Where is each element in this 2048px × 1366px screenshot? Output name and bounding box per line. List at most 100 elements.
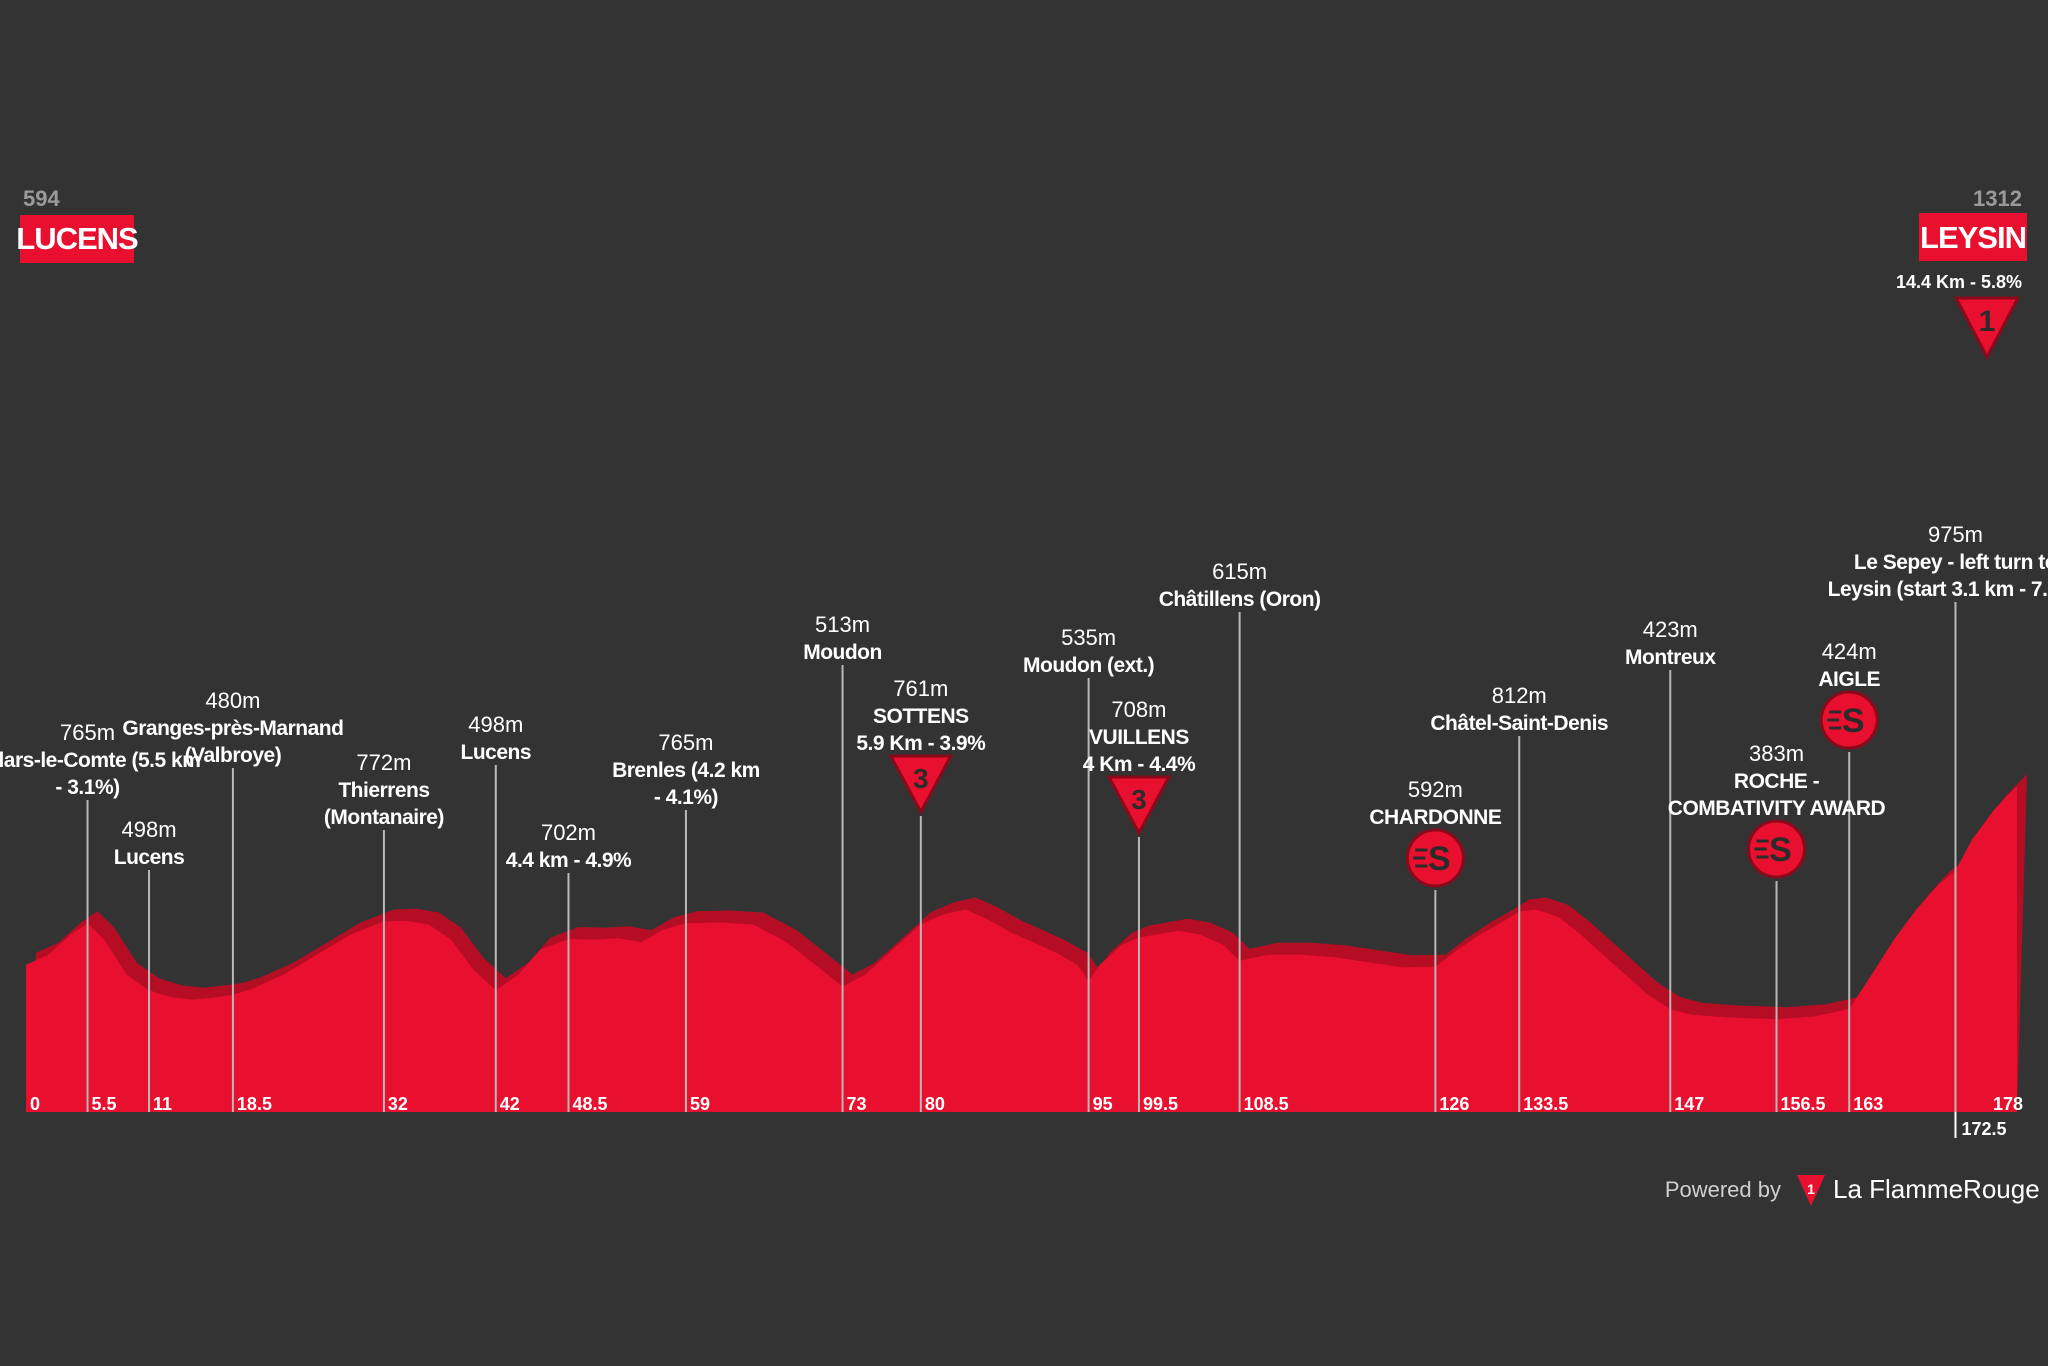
powered-by-text: Powered by (1665, 1177, 1781, 1202)
distance-tick-label: 95 (1093, 1094, 1113, 1114)
start-block: 594 LUCENS (16, 186, 139, 263)
point-label-line: Lucens (461, 741, 532, 764)
distance-tick-label: 5.5 (92, 1094, 117, 1114)
point-labels: 765mVillars-le-Comte (5.5 km- 3.1%)498mL… (0, 522, 2048, 888)
sprint-badge-circle (1405, 828, 1465, 888)
climb-category-badge-icon: 3 (888, 754, 954, 816)
marker-lines (86, 602, 1957, 1112)
point-label-line: Châtel-Saint-Denis (1430, 712, 1608, 735)
point-altitude: 975m (1928, 522, 1983, 547)
point-altitude: 383m (1749, 741, 1804, 766)
distance-axis: 0 5.5 11 18.5 32 42 48.5 59 73 80 95 99.5 108.5 126 13… (30, 1094, 2023, 1139)
footer: Powered by 1 La FlammeRouge (1665, 1174, 2040, 1206)
distance-tick-label: 80 (925, 1094, 945, 1114)
distance-tick-label: 99.5 (1143, 1094, 1178, 1114)
point-label-line: Villars-le-Comte (5.5 km (0, 749, 200, 772)
sprint-badge-lines (1754, 839, 1769, 859)
start-name-box (20, 215, 134, 263)
point-altitude: 765m (658, 730, 713, 755)
point-altitude: 592m (1408, 777, 1463, 802)
point-label-line: SOTTENS (873, 705, 969, 728)
brand-name: La FlammeRouge (1833, 1174, 2040, 1204)
point-label-line: CHARDONNE (1369, 806, 1501, 829)
flamme-rouge-logo-icon: 1 (1797, 1175, 1825, 1206)
distance-tick-label: 108.5 (1244, 1094, 1289, 1114)
point-label-line: Lucens (114, 846, 185, 869)
point-altitude: 761m (893, 676, 948, 701)
start-altitude: 594 (23, 186, 60, 211)
finish-altitude: 1312 (1973, 186, 2022, 211)
distance-tick-label: 18.5 (237, 1094, 272, 1114)
distance-tick-label: 32 (388, 1094, 408, 1114)
distance-tick-label: 163 (1853, 1094, 1883, 1114)
point-label-line: Moudon (803, 641, 882, 664)
point-label-line: Brenles (4.2 km (612, 759, 760, 782)
sprint-badge-lines (1827, 710, 1842, 730)
distance-tick-label: 172.5 (1961, 1119, 2006, 1139)
distance-tick-label: 59 (690, 1094, 710, 1114)
climb-badge-category: 3 (913, 763, 929, 794)
point-label-line: Le Sepey - left turn to (1854, 551, 2048, 574)
distance-tick-label: 42 (500, 1094, 520, 1114)
point-altitude: 513m (815, 612, 870, 637)
distance-tick-label: 147 (1674, 1094, 1704, 1114)
distance-tick-label: 0 (30, 1094, 40, 1114)
point-altitude: 702m (541, 820, 596, 845)
distance-tick-label: 11 (153, 1094, 172, 1114)
distance-tick-label: 156.5 (1781, 1094, 1826, 1114)
point-altitude: 615m (1212, 559, 1267, 584)
point-label-line: 5.9 Km - 3.9% (856, 732, 986, 755)
point-altitude: 423m (1643, 617, 1698, 642)
distance-tick-label: 126 (1439, 1094, 1469, 1114)
point-altitude: 812m (1492, 683, 1547, 708)
finish-category: 1 (1979, 305, 1996, 338)
point-altitude: 535m (1061, 625, 1116, 650)
sprint-badge-circle (1747, 819, 1807, 879)
point-label-line: Montreux (1625, 646, 1716, 669)
climb-badge-triangle (1106, 775, 1172, 837)
finish-climb: 14.4 Km - 5.8% (1896, 272, 2022, 292)
point-altitude: 772m (356, 750, 411, 775)
logo-badge-number: 1 (1807, 1181, 1815, 1197)
climb-category-badge-icon: 3 (1106, 775, 1172, 837)
point-altitude: 708m (1111, 697, 1166, 722)
distance-tick-label: 48.5 (572, 1094, 607, 1114)
point-label-line: (Montanaire) (324, 806, 444, 829)
point-label-line: Granges-près-Marnand (122, 717, 343, 740)
distance-tick-label: 178 (1993, 1094, 2023, 1114)
point-label-line: COMBATIVITY AWARD (1668, 797, 1886, 820)
point-label-line: 4.4 km - 4.9% (506, 849, 632, 872)
distance-tick-label: 133.5 (1523, 1094, 1568, 1114)
point-altitude: 498m (468, 712, 523, 737)
point-label-line: 4 Km - 4.4% (1083, 753, 1196, 776)
climb-badge-category: 3 (1131, 784, 1147, 815)
point-label-line: - 4.1%) (654, 786, 718, 809)
sprint-badge-icon: S (1747, 819, 1807, 879)
finish-name: LEYSIN (1920, 220, 2026, 255)
finish-category-badge: 1 (1953, 296, 2021, 361)
sprint-badge-icon: S (1819, 690, 1879, 750)
point-label-line: (Valbroye) (185, 744, 282, 767)
point-label-line: - 3.1%) (55, 776, 119, 799)
point-altitude: 424m (1822, 639, 1877, 664)
sprint-badge-letter: S (1428, 840, 1451, 878)
sprint-badge-lines (1413, 848, 1428, 868)
start-name: LUCENS (16, 221, 138, 256)
distance-tick-label: 73 (847, 1094, 867, 1114)
point-label-line: Châtillens (Oron) (1159, 588, 1321, 611)
finish-name-box (1919, 213, 2027, 261)
finish-block: 1312 LEYSIN 14.4 Km - 5.8% 1 (1896, 186, 2027, 361)
point-label-line: Thierrens (338, 779, 429, 802)
climb-badge-triangle (888, 754, 954, 816)
point-label-line: VUILLENS (1089, 726, 1189, 749)
point-altitude: 480m (205, 688, 260, 713)
sprint-badge-letter: S (1769, 831, 1792, 869)
point-label-line: Moudon (ext.) (1023, 654, 1154, 677)
sprint-badge-circle (1819, 690, 1879, 750)
sprint-badge-letter: S (1842, 702, 1865, 740)
point-label-line: ROCHE - (1734, 770, 1820, 793)
sprint-badge-icon: S (1405, 828, 1465, 888)
point-label-line: AIGLE (1818, 668, 1880, 691)
point-altitude: 498m (122, 817, 177, 842)
